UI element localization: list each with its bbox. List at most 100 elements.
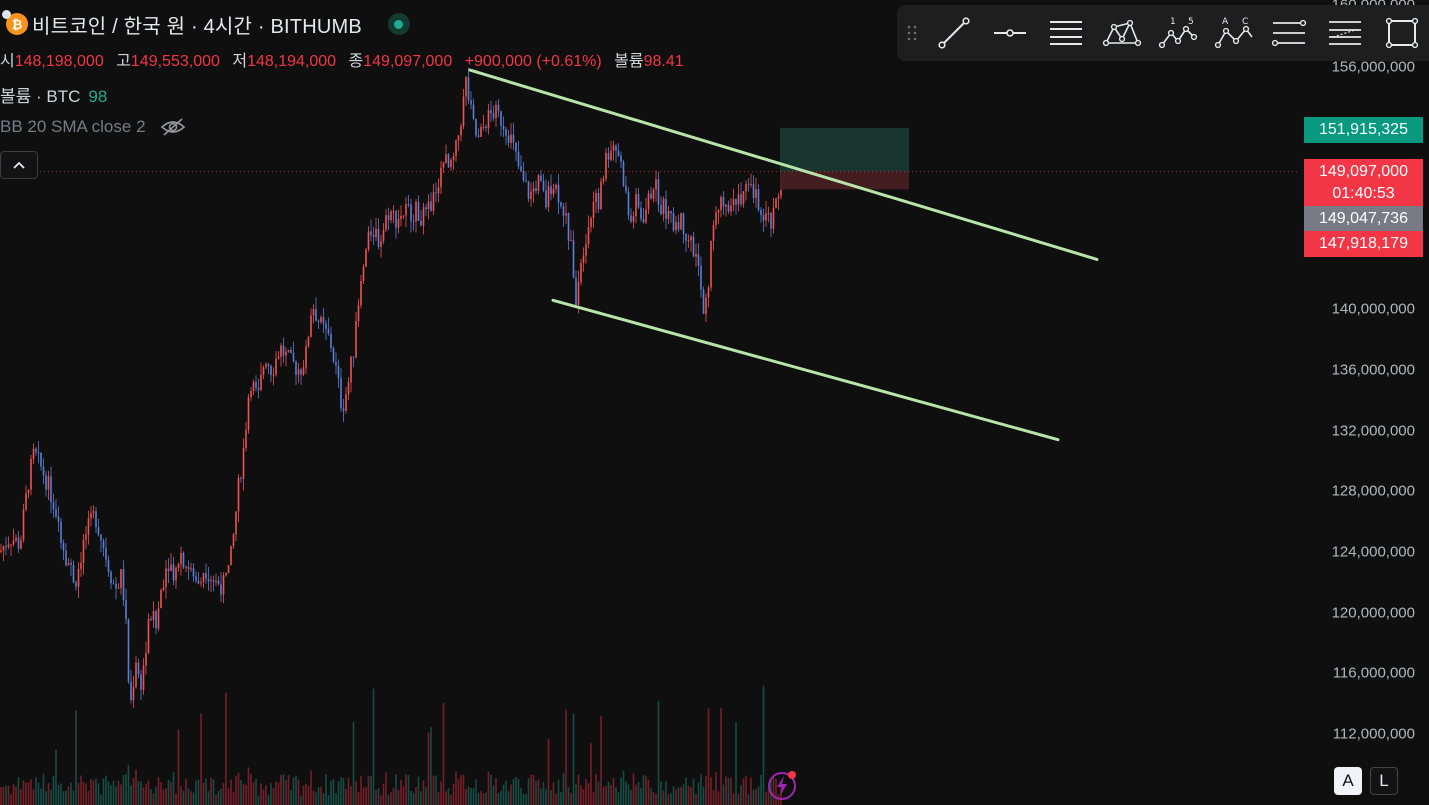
trend-line-icon[interactable] xyxy=(926,11,982,55)
upper-channel-line[interactable] xyxy=(468,68,1099,261)
volume-indicator-legend[interactable]: 볼륨 · BTC 98 xyxy=(0,82,107,107)
volume-bar xyxy=(145,783,147,805)
candle-body xyxy=(717,210,720,213)
bollinger-indicator-legend[interactable]: BB 20 SMA close 2 xyxy=(0,117,186,137)
candle-body xyxy=(457,135,460,141)
candle-body xyxy=(740,194,742,205)
candle-body xyxy=(682,213,685,234)
candle-body xyxy=(722,197,725,207)
candle-body xyxy=(705,297,707,315)
candle-body xyxy=(255,381,257,388)
volume-bar xyxy=(170,781,172,805)
volume-bar xyxy=(312,790,315,805)
volume-bar xyxy=(710,777,712,805)
volume-bar xyxy=(497,792,500,805)
volume-bar xyxy=(245,784,247,805)
candle-body xyxy=(147,618,150,653)
stop-price-label: 147,918,179 xyxy=(1304,231,1423,257)
price-tick: 128,000,000 xyxy=(1331,482,1415,500)
volume-bar xyxy=(45,791,47,805)
candle-body xyxy=(687,240,690,242)
drag-handle-icon[interactable] xyxy=(897,23,926,43)
volume-bar xyxy=(405,774,407,805)
volume-bar xyxy=(512,779,515,805)
lower-channel-line[interactable] xyxy=(551,298,1060,442)
candle-body xyxy=(542,181,545,191)
candle-body xyxy=(465,77,467,97)
candle-body xyxy=(70,562,72,565)
candle-body xyxy=(495,104,497,119)
auto-scale-button[interactable]: A xyxy=(1334,767,1362,795)
pitchfork-icon[interactable] xyxy=(1094,11,1150,55)
volume-bar xyxy=(57,784,60,805)
volume-bar xyxy=(587,783,590,805)
fib-retracement-icon[interactable] xyxy=(1317,11,1373,55)
horizontal-ray-icon[interactable] xyxy=(982,11,1038,55)
candle-body xyxy=(370,231,372,236)
volume-bar xyxy=(220,789,222,805)
candle-body xyxy=(385,215,387,230)
candle-body xyxy=(535,188,537,191)
volume-bar xyxy=(35,777,37,805)
volume-bar xyxy=(652,791,655,805)
candle-body xyxy=(87,518,90,535)
candle-body xyxy=(490,110,492,114)
candle-body xyxy=(710,241,712,288)
long-position-tool[interactable] xyxy=(780,127,909,190)
candle-body xyxy=(35,448,37,453)
candle-body xyxy=(557,184,560,203)
candle-body xyxy=(405,204,407,216)
candle-body xyxy=(102,540,105,549)
candle-body xyxy=(372,235,375,238)
candle-body xyxy=(232,534,235,546)
loss-zone[interactable] xyxy=(780,171,909,190)
parallel-lines-icon[interactable] xyxy=(1038,11,1094,55)
volume-bar xyxy=(212,779,215,805)
candle-body xyxy=(600,181,602,210)
flash-alert-icon[interactable] xyxy=(766,768,800,802)
log-scale-button[interactable]: L xyxy=(1370,767,1398,795)
volume-bar xyxy=(620,777,622,805)
candle-body xyxy=(485,126,487,129)
candle-body xyxy=(560,202,562,207)
candle-body xyxy=(225,573,227,576)
collapse-legend-button[interactable] xyxy=(0,151,38,179)
svg-text:C: C xyxy=(1242,17,1248,27)
volume-bar xyxy=(555,794,557,805)
eye-off-icon[interactable] xyxy=(160,117,186,137)
rectangle-icon[interactable] xyxy=(1373,11,1429,55)
volume-bar xyxy=(17,777,20,805)
candle-body xyxy=(780,190,782,197)
volume-bar xyxy=(605,786,607,805)
candle-body xyxy=(727,204,730,212)
candle-body xyxy=(395,211,397,228)
candle-body xyxy=(387,215,390,221)
volume-bar xyxy=(62,791,65,805)
volume-bar xyxy=(637,781,640,805)
volume-bar xyxy=(452,783,455,805)
symbol-title[interactable]: ₿ 비트코인 / 한국 원 · 4시간 · BITHUMB xyxy=(0,10,410,38)
candle-body xyxy=(67,562,70,566)
volume-bar xyxy=(237,772,240,805)
candle-body xyxy=(450,159,452,168)
price-axis[interactable]: 160,000,000 156,000,000 140,000,000 136,… xyxy=(1300,0,1429,805)
candle-body xyxy=(337,365,340,379)
volume-bar xyxy=(687,785,690,805)
volume-bar xyxy=(692,779,695,805)
trendlines[interactable] xyxy=(468,68,1099,442)
volume-bar xyxy=(705,775,707,805)
candle-body xyxy=(152,611,155,621)
volume-bar xyxy=(430,727,432,805)
candle-body xyxy=(695,254,697,257)
candle-body xyxy=(460,126,462,136)
volume-bar xyxy=(165,788,167,805)
fib-channel-icon[interactable] xyxy=(1261,11,1317,55)
volume-bar xyxy=(32,789,35,805)
profit-zone[interactable] xyxy=(780,127,909,172)
candle-body xyxy=(305,346,307,368)
volume-bar xyxy=(182,790,185,805)
candle-body xyxy=(610,150,612,160)
